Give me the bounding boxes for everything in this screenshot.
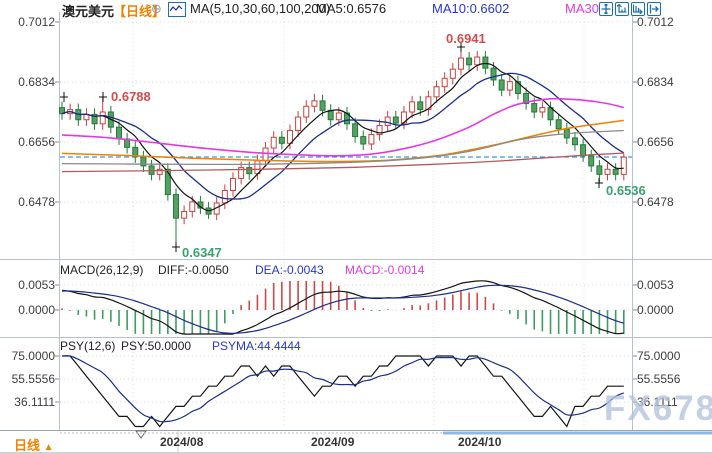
chart-type-icon[interactable]	[168, 2, 186, 17]
y-axis-label-left: 36.1111	[14, 395, 55, 409]
price-annotation: 0.6941	[446, 31, 486, 46]
ma30-label: MA30	[565, 1, 599, 16]
psy-header-item-0: PSY(12,6)	[60, 339, 116, 353]
ma10-value: MA10:0.6602	[432, 1, 510, 16]
y-axis-label-right: 55.5556	[637, 372, 681, 386]
y-axis-label-left: 0.0053	[18, 278, 55, 292]
date-label: 2024/10	[458, 435, 502, 449]
y-axis-label-left: 0.7012	[18, 15, 55, 29]
y-axis-label-left: 0.0000	[18, 303, 55, 317]
ma-params-label: MA(5,10,30,60,100,200)	[190, 1, 331, 16]
candles-layer	[59, 45, 627, 247]
psy-header-item-1: PSY:50.0000	[121, 339, 192, 353]
y-axis-label-right: 36.1111	[637, 395, 678, 409]
chart-toolbar	[599, 2, 661, 16]
macd-header-item-3: MACD:-0.0014	[345, 263, 425, 277]
macd-header-item-0: MACD(26,12,9)	[60, 263, 144, 277]
zoom-x-axis-icon[interactable]	[631, 2, 645, 16]
ma5-value: MA5:0.6576	[316, 1, 387, 16]
period-selector[interactable]: 日线 ▲	[14, 435, 54, 453]
macd-header-item-1: DIFF:-0.0050	[158, 263, 229, 277]
y-axis-label-right: 0.0053	[637, 278, 674, 292]
price-annotation: 0.6788	[111, 89, 151, 104]
psy-header-item-2: PSYMA:44.4444	[212, 339, 301, 353]
y-axis-label-right: 0.6656	[637, 135, 674, 149]
symbol-name: 澳元美元	[62, 4, 115, 19]
y-axis-label-right: 0.6478	[637, 195, 674, 209]
y-axis-label-right: 0.6834	[637, 75, 674, 89]
y-axis-label-right: 0.0000	[637, 303, 674, 317]
macd-header-item-2: DEA:-0.0043	[255, 263, 324, 277]
y-axis-label-right: 0.7012	[637, 15, 674, 29]
period-dropdown-arrow: ▲	[43, 442, 54, 453]
pan-crosshair-icon[interactable]	[599, 2, 613, 16]
price-annotation: 0.6347	[182, 245, 222, 260]
fx678-watermark: FX678	[604, 389, 712, 428]
y-axis-label-right: 75.0000	[637, 349, 681, 363]
period-label: 日线	[14, 438, 41, 453]
step-forward-icon[interactable]	[647, 2, 661, 16]
price-annotation: 0.6536	[606, 183, 646, 198]
zoom-y-axis-icon[interactable]	[615, 2, 629, 16]
date-label: 2024/09	[311, 435, 355, 449]
add-indicator-icon[interactable]: ⊕	[151, 1, 162, 16]
y-axis-label-left: 0.6834	[18, 75, 55, 89]
date-label: 2024/08	[160, 435, 204, 449]
period-tag[interactable]: 【日线】	[113, 4, 166, 19]
y-axis-label-left: 0.6656	[18, 135, 55, 149]
y-axis-label-left: 75.0000	[11, 349, 55, 363]
y-axis-label-left: 0.6478	[18, 195, 55, 209]
y-axis-label-left: 55.5556	[11, 372, 55, 386]
